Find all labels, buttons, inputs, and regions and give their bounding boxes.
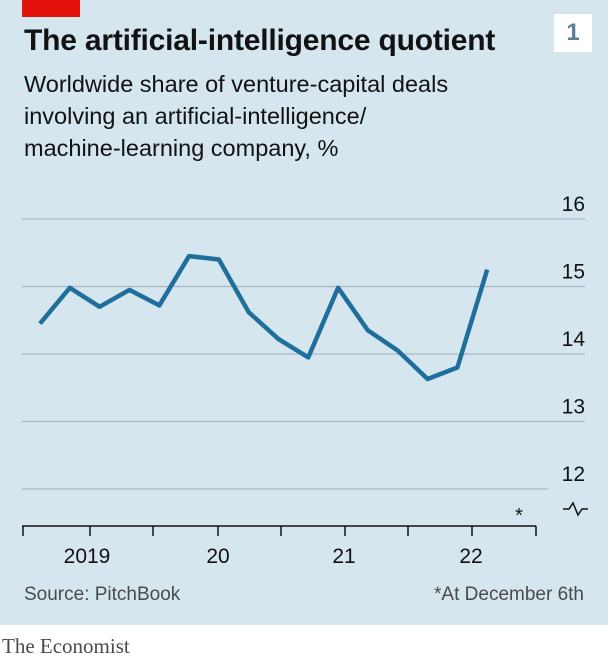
y-tick-label: 13	[562, 396, 585, 419]
chart-number-badge: 1	[554, 14, 592, 52]
subtitle-line: Worldwide share of venture-capital deals	[24, 71, 449, 97]
y-tick-label: 15	[562, 261, 585, 284]
chart-panel	[0, 0, 608, 625]
axis-break-icon	[563, 501, 588, 517]
y-tick-label: 12	[562, 463, 585, 486]
subtitle-line: involving an artificial-intelligence/	[24, 103, 367, 129]
x-tick-label: 2019	[64, 545, 111, 568]
gridlines	[22, 218, 588, 517]
brand-logo: The Economist	[2, 634, 130, 658]
footnote: *At December 6th	[434, 584, 584, 605]
chart-title: The artificial-intelligence quotient	[24, 24, 496, 57]
subtitle-line: machine-learning company, %	[24, 135, 339, 161]
x-tick-label: 21	[332, 545, 355, 568]
series-line	[38, 253, 490, 382]
y-tick-labels: 16 15 14 13 12	[562, 193, 586, 486]
brand-red-tab	[22, 0, 80, 17]
chart-subtitle: Worldwide share of venture-capital deals…	[24, 68, 564, 164]
series-lines	[38, 253, 490, 382]
x-tick-label: 20	[206, 545, 229, 568]
source-note: Source: PitchBook	[24, 584, 181, 605]
x-axis-asterisk: *	[515, 505, 523, 527]
y-tick-label: 16	[562, 193, 585, 216]
x-axis: 2019 20 21 22 *	[22, 505, 537, 568]
y-tick-label: 14	[562, 328, 586, 351]
x-tick-label: 22	[459, 545, 482, 568]
line-chart: 16 15 14 13 12 2019 20 21 22 *	[22, 193, 588, 568]
